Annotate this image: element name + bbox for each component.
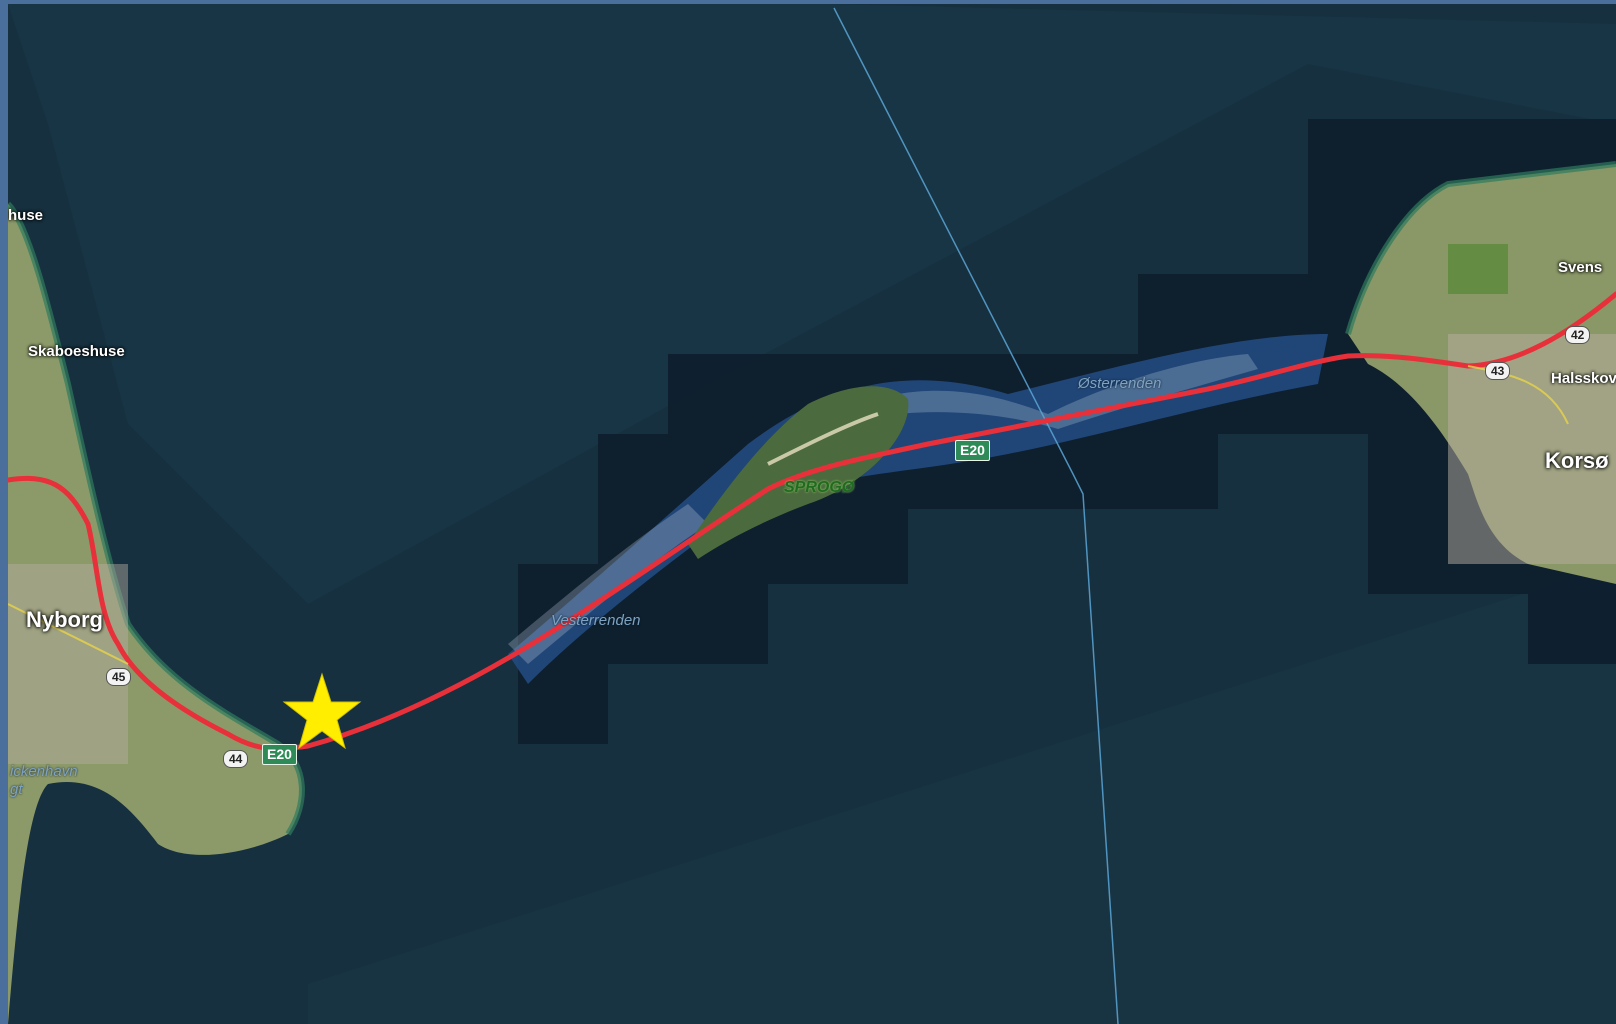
zealand-coast [1345, 161, 1616, 335]
road-shield-44: 44 [223, 750, 249, 769]
road-shield-45: 45 [106, 668, 132, 687]
water-label-vesterrenden: Vesterrenden [551, 612, 641, 629]
funen-land [8, 204, 302, 1024]
road-shield-43: 43 [1485, 362, 1511, 381]
road-shield-e20: E20 [955, 440, 990, 462]
place-label-nyborg: Nyborg [26, 607, 103, 632]
water-label-ickenhavn: ickenhavn [10, 763, 78, 780]
field-green [1448, 244, 1508, 294]
place-label-svens: Svens [1558, 259, 1603, 276]
sprogo-island [688, 386, 909, 559]
shallow-water [8, 4, 1616, 604]
road-shield-e20: E20 [262, 744, 297, 766]
channel-water [508, 334, 1328, 684]
shoal [898, 354, 1258, 429]
e20-road [8, 291, 1616, 752]
location-star-marker [282, 672, 362, 750]
minor-road [1467, 365, 1569, 425]
place-label-halsskov: Halsskov [1551, 370, 1616, 387]
island-label-sprogo: SPROGØ [784, 479, 855, 496]
place-label-huse: huse [8, 207, 44, 224]
map-view[interactable]: huse Skaboeshuse Nyborg ickenhavn gt Ves… [8, 4, 1616, 1024]
water-label-osterrenden: Østerrenden [1078, 375, 1162, 392]
satellite-map [8, 4, 1616, 1024]
shoal-west [508, 504, 708, 664]
nyborg-town [8, 564, 128, 764]
korsor-town [1448, 334, 1616, 564]
shallow-water-south [308, 564, 1616, 1024]
road-shield-42: 42 [1565, 326, 1591, 345]
minor-road-west [8, 603, 129, 665]
shipping-lane-line [833, 7, 1119, 1024]
water-label-gt: gt [10, 781, 23, 798]
sprogo-runway [767, 412, 879, 466]
place-label-skaboeshuse: Skaboeshuse [28, 343, 125, 360]
place-label-korso: Korsø [1545, 448, 1609, 473]
